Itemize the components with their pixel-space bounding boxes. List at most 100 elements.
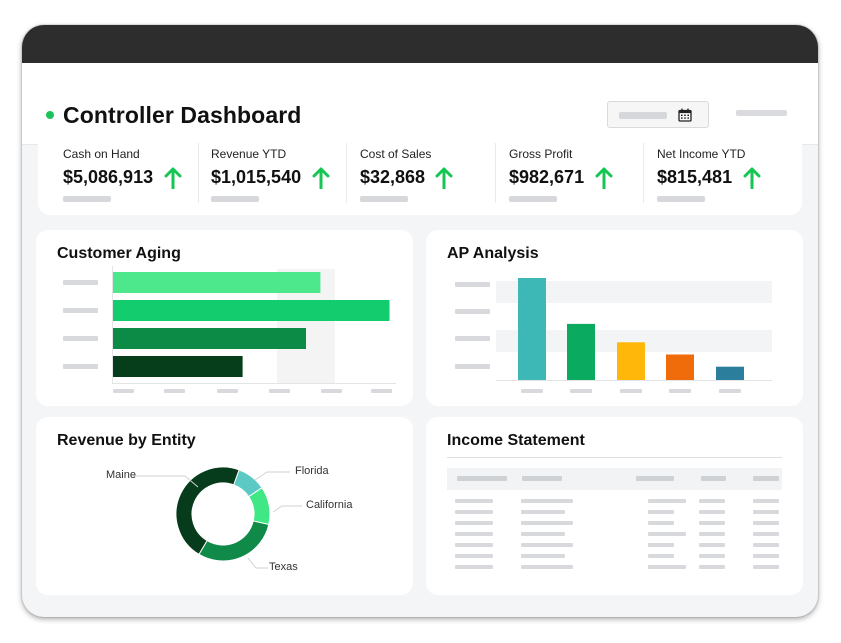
axis-label-placeholder [455, 336, 490, 341]
kpi-divider [198, 143, 199, 203]
arrow-up-icon [595, 167, 613, 189]
tick-label-placeholder [669, 389, 691, 393]
axis-label-placeholder [63, 336, 98, 341]
ap-analysis-chart [455, 278, 772, 393]
donut-slice-texas [198, 520, 270, 562]
table-header-row [447, 468, 782, 490]
tick-label-placeholder [371, 389, 392, 393]
table-cell-placeholder [699, 499, 725, 503]
table-header-placeholder [457, 476, 507, 481]
income-statement-table [447, 457, 782, 569]
axis-label-placeholder [63, 280, 98, 285]
table-cell-placeholder [648, 554, 674, 558]
card-title: Income Statement [447, 432, 585, 449]
status-dot [46, 111, 54, 119]
leader-line-florida [254, 471, 290, 481]
kpi-placeholder-bar [657, 196, 705, 202]
page-title: Controller Dashboard [63, 102, 302, 128]
ap-bar [617, 342, 645, 380]
kpi-placeholder-bar [63, 196, 111, 202]
kpi-placeholder-bar [360, 196, 408, 202]
tick-label-placeholder [164, 389, 185, 393]
table-cell-placeholder [699, 532, 725, 536]
calendar-icon[interactable] [678, 108, 692, 122]
table-cell-placeholder [648, 521, 674, 525]
axis-label-placeholder [455, 309, 490, 314]
window-titlebar [22, 25, 818, 63]
customer-aging-card: Customer Aging [36, 230, 413, 406]
table-cell-placeholder [699, 554, 725, 558]
date-placeholder [619, 112, 667, 119]
axis-label-placeholder [63, 364, 98, 369]
tick-label-placeholder [321, 389, 342, 393]
kpi-label: Revenue YTD [211, 147, 287, 161]
arrow-up-icon [164, 167, 182, 189]
aging-bar [113, 300, 390, 321]
table-cell-placeholder [648, 532, 686, 536]
aging-bar [113, 328, 306, 349]
table-cell-placeholder [521, 499, 573, 503]
table-cell-placeholder [699, 521, 725, 525]
table-cell-placeholder [753, 532, 779, 536]
chart-band [496, 330, 772, 352]
table-cell-placeholder [521, 532, 565, 536]
table-cell-placeholder [699, 565, 725, 569]
kpi-divider [643, 143, 644, 203]
ap-bar [567, 323, 595, 380]
leader-line-california [272, 505, 302, 513]
table-cell-placeholder [753, 543, 779, 547]
table-cell-placeholder [455, 554, 493, 558]
card-title: AP Analysis [447, 245, 539, 262]
table-cell-placeholder [648, 565, 686, 569]
aging-bar [113, 272, 321, 293]
kpi-value: $5,086,913 [63, 167, 154, 187]
kpi-label: Cost of Sales [360, 147, 432, 161]
table-cell-placeholder [521, 554, 565, 558]
customer-aging-chart [63, 266, 396, 393]
table-header-placeholder [753, 476, 779, 481]
date-picker[interactable] [607, 101, 709, 128]
dashboard-window: Controller Dashboard Cash on Hand $5,086… [22, 25, 818, 617]
table-cell-placeholder [753, 499, 779, 503]
header-placeholder [736, 110, 787, 116]
tick-label-placeholder [620, 389, 642, 393]
tick-label-placeholder [217, 389, 238, 393]
table-cell-placeholder [753, 565, 779, 569]
legend-label-california: California [306, 499, 353, 511]
table-header-placeholder [636, 476, 674, 481]
donut-slice-maine [175, 466, 240, 556]
table-cell-placeholder [455, 532, 493, 536]
kpi-value: $815,481 [657, 167, 733, 187]
kpi-divider [346, 143, 347, 203]
aging-bar [113, 356, 243, 377]
table-cell-placeholder [648, 543, 674, 547]
leader-line-maine [133, 475, 199, 488]
table-cell-placeholder [753, 554, 779, 558]
legend-label-texas: Texas [269, 561, 298, 573]
kpi-strip: Cash on Hand $5,086,913 Revenue YTD $1,0… [38, 129, 802, 215]
card-title: Revenue by Entity [57, 432, 196, 449]
table-cell-placeholder [455, 521, 493, 525]
tick-label-placeholder [521, 389, 543, 393]
table-cell-placeholder [521, 521, 573, 525]
leader-line-texas [247, 557, 268, 569]
revenue-donut-chart [133, 466, 302, 569]
kpi-placeholder-bar [211, 196, 259, 202]
kpi-label: Net Income YTD [657, 147, 746, 161]
arrow-up-icon [743, 167, 761, 189]
table-cell-placeholder [648, 510, 674, 514]
legend-label-florida: Florida [295, 465, 329, 477]
kpi-value: $982,671 [509, 167, 585, 187]
table-cell-placeholder [753, 521, 779, 525]
card-title: Customer Aging [57, 245, 181, 262]
table-cell-placeholder [699, 543, 725, 547]
arrow-up-icon [312, 167, 330, 189]
tick-label-placeholder [113, 389, 134, 393]
tick-label-placeholder [570, 389, 592, 393]
axis-label-placeholder [63, 308, 98, 313]
table-header-placeholder [522, 476, 562, 481]
tick-label-placeholder [269, 389, 290, 393]
kpi-value: $1,015,540 [211, 167, 302, 187]
table-cell-placeholder [455, 543, 493, 547]
chart-band [496, 281, 772, 303]
